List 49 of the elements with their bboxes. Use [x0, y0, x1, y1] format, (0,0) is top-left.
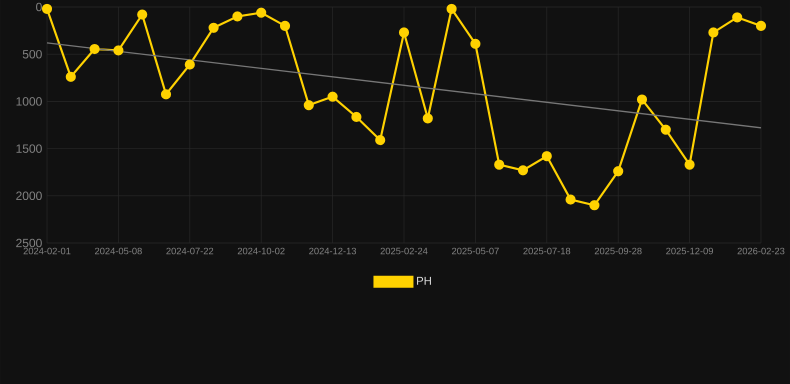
point: [42, 4, 52, 14]
x-tick-label: 2025-05-07: [452, 248, 499, 254]
y-tick-label: 2500: [16, 238, 42, 248]
point: [613, 166, 624, 176]
point: [304, 100, 314, 110]
point: [589, 200, 600, 210]
point: [184, 60, 195, 70]
y-tick-label: 1500: [16, 144, 42, 153]
point: [684, 160, 695, 170]
point: [160, 89, 172, 100]
point: [470, 38, 480, 49]
x-tick-label: 2024-12-13: [309, 248, 356, 254]
point: [113, 45, 124, 56]
point: [636, 94, 648, 105]
x-tick-label: 2024-07-22: [166, 248, 214, 254]
point: [280, 20, 290, 31]
point: [756, 20, 766, 31]
point: [137, 9, 148, 20]
point: [422, 113, 433, 124]
point: [328, 92, 338, 102]
point: [518, 165, 528, 176]
point: [446, 4, 457, 14]
point: [232, 11, 242, 22]
x-tick-label: 2025-02-24: [380, 248, 428, 254]
point: [90, 44, 100, 54]
legend-label: PH: [417, 276, 431, 285]
point: [542, 151, 552, 162]
point: [398, 27, 410, 38]
x-tick-label: 2024-05-08: [94, 248, 142, 254]
x-tick-label: 2026-02-23: [738, 248, 784, 254]
point: [351, 112, 362, 122]
point: [732, 12, 742, 22]
point: [256, 8, 266, 18]
y-tick-label: 2000: [16, 192, 42, 200]
point: [66, 72, 76, 82]
x-tick-label: 2024-10-02: [238, 248, 285, 254]
y-tick-label: 500: [22, 50, 42, 58]
y-tick-label: 1000: [16, 97, 42, 106]
x-tick-label: 2025-12-09: [666, 248, 714, 254]
x-tick-label: 2025-07-18: [523, 248, 570, 254]
x-tick-label: 2024-02-01: [24, 248, 70, 254]
point: [660, 124, 671, 135]
point: [494, 160, 504, 170]
y-tick-label: 0: [36, 2, 42, 12]
x-tick-label: 2025-09-28: [594, 248, 642, 254]
point: [375, 135, 386, 146]
point: [208, 22, 219, 33]
point: [566, 194, 576, 205]
point: [708, 27, 718, 38]
